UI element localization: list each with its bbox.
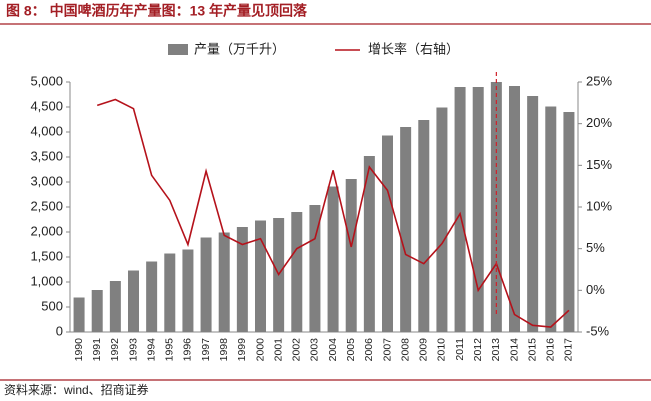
- bar: [182, 249, 194, 332]
- bar: [255, 220, 266, 332]
- x-tick-label: 2000: [254, 338, 266, 362]
- bar: [309, 205, 321, 332]
- growth-line: [96, 98, 570, 328]
- legend-swatch: [168, 44, 188, 55]
- y-tick-label: 1,000: [30, 273, 63, 288]
- y-tick-label: 0: [56, 323, 63, 338]
- y2-tick-label: 10%: [586, 198, 612, 213]
- x-tick-label: 2001: [272, 338, 284, 362]
- legend-label: 产量（万千升）: [194, 41, 285, 56]
- bar: [400, 127, 412, 332]
- legend-label: 增长率（右轴）: [368, 41, 459, 56]
- y-tick-label: 500: [41, 298, 63, 313]
- x-tick-label: 2016: [545, 338, 557, 362]
- x-tick-label: 1991: [91, 338, 103, 362]
- bar: [436, 107, 448, 332]
- y2-tick-label: 15%: [586, 157, 612, 172]
- x-tick-label: 2017: [563, 338, 575, 362]
- bar: [509, 86, 520, 332]
- x-tick-label: 2011: [454, 338, 466, 361]
- x-tick-label: 1993: [127, 338, 139, 362]
- x-tick-label: 1999: [236, 338, 248, 362]
- y2-tick-label: 20%: [586, 115, 612, 130]
- y-tick-label: 1,500: [30, 248, 63, 263]
- x-tick-label: 1992: [109, 338, 121, 362]
- bar: [472, 87, 484, 332]
- y-tick-label: 5,000: [30, 73, 63, 88]
- x-tick-label: 2013: [490, 338, 502, 362]
- y-tick-label: 2,000: [30, 223, 63, 238]
- y-tick-label: 4,000: [30, 123, 63, 138]
- x-tick-label: 2003: [309, 338, 321, 362]
- x-tick-label: 2012: [472, 338, 484, 362]
- y2-tick-label: 0%: [586, 282, 605, 297]
- bar: [164, 253, 176, 332]
- y-tick-label: 3,000: [30, 173, 63, 188]
- bar: [218, 232, 230, 332]
- x-tick-label: 2002: [291, 338, 303, 362]
- y-tick-label: 4,500: [30, 98, 63, 113]
- x-tick-label: 1990: [73, 338, 85, 362]
- x-tick-label: 1994: [145, 338, 157, 362]
- x-tick-label: 2005: [345, 338, 357, 362]
- bar: [563, 112, 575, 332]
- bar: [236, 227, 248, 332]
- bar: [545, 106, 557, 332]
- bar: [345, 179, 357, 332]
- x-tick-label: 2007: [381, 338, 393, 362]
- bar: [418, 120, 430, 332]
- chart-title: 图 8： 中国啤酒历年产量图：13 年产量见顶回落: [6, 3, 308, 19]
- x-tick-label: 1996: [182, 338, 194, 362]
- bar: [109, 281, 121, 332]
- x-tick-label: 1997: [200, 338, 212, 362]
- bar: [454, 87, 466, 332]
- y2-tick-label: 5%: [586, 240, 605, 255]
- x-tick-label: 2014: [508, 338, 520, 362]
- bar: [291, 212, 303, 332]
- x-tick-label: 2015: [526, 338, 538, 362]
- bar: [382, 135, 393, 332]
- bar: [91, 290, 103, 332]
- bar: [128, 270, 139, 332]
- bar: [527, 96, 539, 332]
- bar: [146, 261, 158, 332]
- y2-tick-label: 25%: [586, 73, 612, 88]
- bar: [363, 156, 375, 332]
- bar: [73, 297, 85, 332]
- y-tick-label: 3,500: [30, 148, 63, 163]
- x-tick-label: 1995: [164, 338, 176, 362]
- x-tick-label: 2010: [436, 338, 448, 362]
- bar: [327, 186, 339, 332]
- x-tick-label: 2004: [327, 338, 339, 362]
- source-note: 资料来源：wind、招商证券: [4, 382, 149, 397]
- x-tick-label: 2008: [399, 338, 411, 362]
- bar: [200, 237, 212, 332]
- y2-tick-label: -5%: [586, 323, 610, 338]
- x-tick-label: 1998: [218, 338, 230, 362]
- x-tick-label: 2009: [418, 338, 430, 362]
- y-tick-label: 2,500: [30, 198, 63, 213]
- x-tick-label: 2006: [363, 338, 375, 362]
